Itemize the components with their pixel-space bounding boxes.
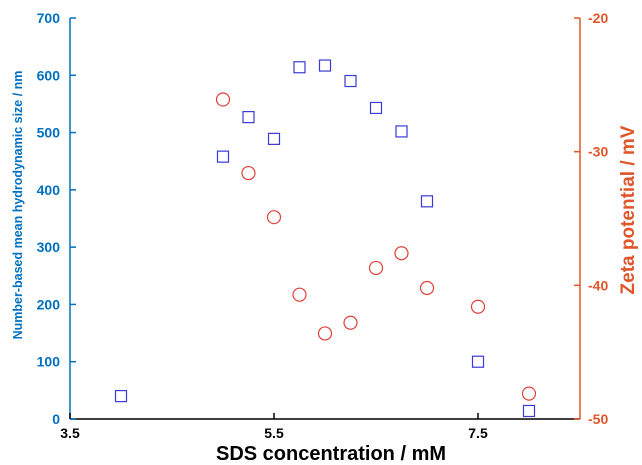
- tick-labels: 0 100 200 300 400 500 600 700 -50 -40 -30 -20 3.5 5.5…: [37, 10, 609, 441]
- size-data-point: [114, 389, 128, 403]
- size-data-point: [420, 195, 434, 208]
- right-y-tick-label: -50: [588, 411, 608, 427]
- size-data-point: [293, 61, 306, 74]
- size-data-point: [242, 111, 255, 124]
- zeta-data-point: [292, 287, 307, 302]
- left-y-tick-label: 400: [37, 182, 61, 198]
- tick-marks: [69, 17, 580, 420]
- left-y-tick-label: 500: [37, 125, 61, 141]
- zeta-data-point: [241, 165, 256, 181]
- left-y-tick-label: 0: [52, 411, 60, 427]
- right-y-tick-label: -20: [588, 10, 608, 26]
- size-data-point: [522, 404, 536, 418]
- right-y-tick-label: -30: [588, 144, 608, 160]
- left-y-tick-label: 200: [37, 296, 61, 312]
- left-y-tick-label: 600: [37, 67, 61, 83]
- left-y-tick-label: 700: [37, 10, 61, 26]
- right-y-tick-label: -40: [588, 277, 608, 293]
- size-data-point: [395, 125, 408, 138]
- zeta-data-point: [368, 260, 384, 276]
- size-data-point: [471, 355, 485, 368]
- right-y-axis-label: Zeta potential / mV: [618, 125, 639, 294]
- zeta-data-point: [470, 299, 486, 314]
- x-tick-label: 3.5: [60, 425, 80, 441]
- zeta-data-point: [317, 326, 333, 341]
- left-y-tick-label: 100: [37, 354, 61, 370]
- zeta-data-point: [394, 246, 409, 261]
- size-data-point: [318, 59, 332, 72]
- zeta-data-point: [521, 386, 537, 401]
- size-data-point: [344, 74, 357, 88]
- axes: [69, 18, 581, 420]
- x-tick-label: 5.5: [264, 425, 284, 441]
- left-y-axis-label: Number-based mean hydrodynamic size / nm: [11, 71, 25, 340]
- zeta-series: [215, 92, 537, 401]
- zeta-data-point: [215, 92, 231, 107]
- x-axis-label: SDS concentration / mM: [216, 443, 446, 465]
- size-data-point: [267, 132, 281, 145]
- zeta-data-point: [419, 280, 435, 296]
- size-data-point: [369, 101, 383, 115]
- left-y-tick-label: 300: [37, 239, 61, 255]
- zeta-data-point: [266, 210, 282, 225]
- x-tick-label: 7.5: [468, 425, 488, 441]
- size-data-point: [216, 150, 230, 163]
- data-series: [114, 59, 537, 418]
- zeta-data-point: [343, 315, 358, 330]
- size-series: [114, 59, 536, 418]
